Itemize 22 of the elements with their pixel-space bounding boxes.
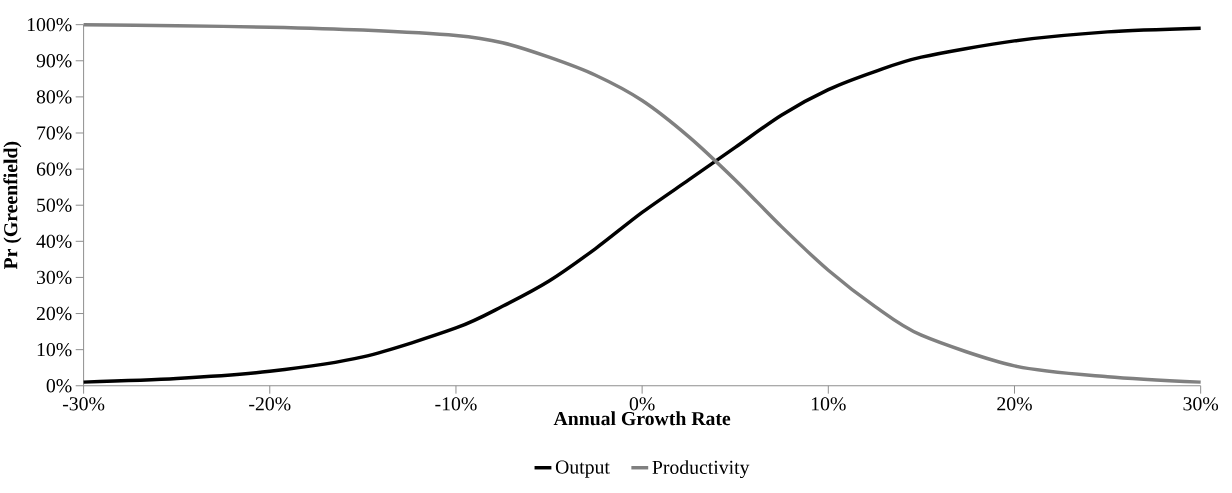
- x-tick-label: -30%: [62, 397, 105, 411]
- x-tick-label: 10%: [811, 397, 846, 411]
- y-tick-label: 40%: [36, 234, 72, 248]
- x-tick-label: 30%: [1183, 397, 1219, 411]
- y-tick-label: 90%: [36, 53, 72, 68]
- y-tick-label: 70%: [37, 126, 72, 140]
- x-tick-label: 20%: [997, 397, 1032, 411]
- y-tick-label: 0%: [46, 378, 72, 393]
- legend-label: Output: [555, 460, 610, 478]
- x-tick-label: -10%: [435, 397, 477, 411]
- y-tick-label: 20%: [36, 306, 72, 321]
- x-tick-label: -20%: [249, 397, 291, 411]
- legend-label: Productivity: [652, 460, 750, 478]
- x-axis-title: Annual Growth Rate: [553, 411, 731, 426]
- y-tick-label: 30%: [36, 270, 72, 284]
- y-tick-label: 10%: [37, 342, 72, 357]
- y-tick-label: 100%: [27, 17, 72, 32]
- y-axis-title: Pr (Greenfield): [3, 141, 22, 269]
- y-tick-label: 60%: [36, 162, 72, 176]
- y-tick-label: 80%: [36, 90, 72, 104]
- y-tick-label: 50%: [37, 198, 72, 212]
- x-tick-label: 0%: [629, 397, 655, 411]
